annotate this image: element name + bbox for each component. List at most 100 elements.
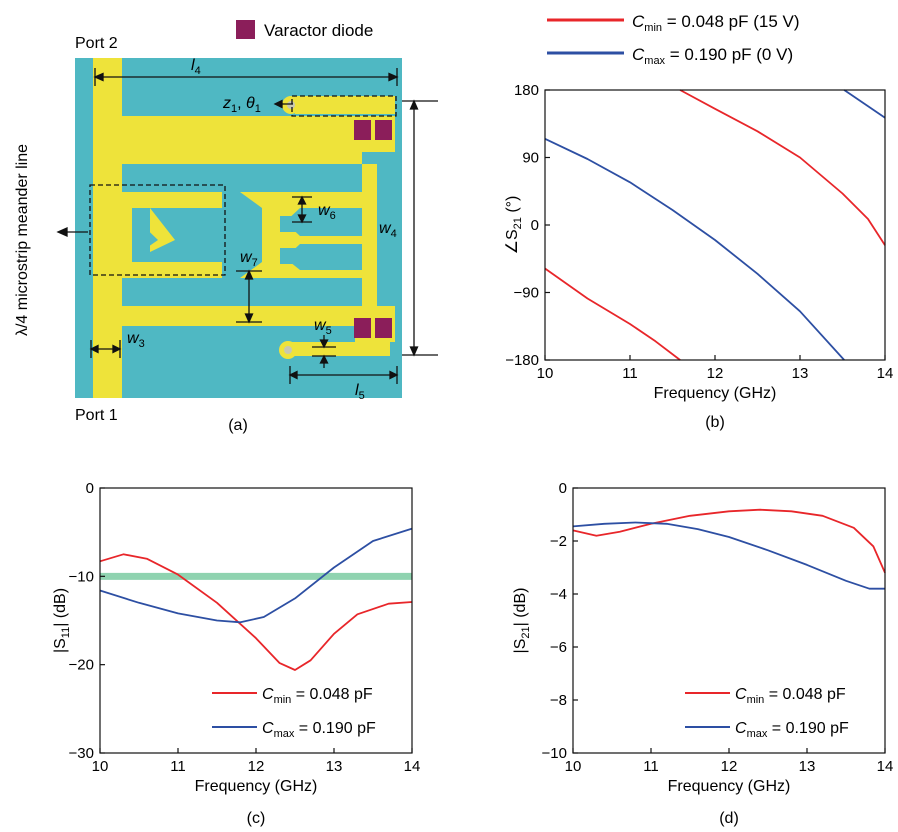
- x-tick-label: 14: [404, 758, 421, 775]
- z1-theta-comma: ,: [237, 95, 246, 112]
- x-axis-label: Frequency (GHz): [668, 778, 791, 795]
- varactor-legend-label: Varactor diode: [264, 21, 373, 40]
- meander-dashed-box: [89, 184, 226, 276]
- right-connector: [362, 164, 377, 306]
- plot-frame: [572, 487, 886, 754]
- top-legend: Cmin = 0.048 pF (15 V) Cmax = 0.190 pF (…: [547, 12, 800, 67]
- series-line-cmax-seg1: [544, 137, 845, 361]
- y-axis-label: |S21| (dB): [512, 588, 532, 654]
- series-line-cmax-seg2: [843, 89, 886, 119]
- panel-a-label: (a): [228, 417, 248, 434]
- svg-text:w7: w7: [240, 249, 258, 269]
- y-tick-label: −90: [514, 285, 539, 302]
- y-tick-label: −8: [550, 692, 567, 709]
- svg-text:w6: w6: [318, 202, 336, 222]
- x-tick-label: 12: [248, 758, 265, 775]
- w6-label: w: [318, 202, 331, 219]
- svg-text:z1, θ1: z1, θ1: [222, 95, 261, 115]
- w7-sub: 7: [252, 257, 258, 269]
- left-meander-gap: [132, 215, 158, 258]
- varactor-legend-swatch: [236, 20, 255, 39]
- x-tick-label: 10: [565, 758, 582, 775]
- plot-frame: [99, 487, 413, 754]
- legend-cmin-entry: Cmin = 0.048 pF (15 V): [632, 12, 800, 34]
- x-tick-label: 13: [792, 365, 809, 382]
- y-tick-label: 90: [522, 150, 539, 167]
- legend-cmax-text: = 0.190 pF (0 V): [665, 45, 793, 64]
- stub-dashed-box: [291, 95, 397, 117]
- plot-frame: [544, 89, 886, 361]
- x-tick-label: 10: [537, 365, 554, 382]
- z1-label: z: [222, 95, 231, 112]
- y-tick-label: 180: [514, 82, 539, 99]
- meander-label-text: λ/4 microstrip meander line: [14, 144, 31, 336]
- panel-label: (d): [719, 810, 739, 827]
- y-axis-label: ∠S21 (°): [504, 196, 524, 255]
- svg-text:w4: w4: [379, 220, 397, 240]
- y-tick-label: −4: [550, 586, 567, 603]
- s11-magnitude-chart: 10 11 12 13 14 −30 −20 −10 0 Frequency (GHz) |S11|…: [52, 480, 420, 827]
- y-tick-label: −10: [69, 568, 94, 585]
- x-tick-label: 11: [643, 758, 659, 775]
- w3-label: w: [127, 330, 140, 347]
- dimension-labels: l4 l5 w3 w4 w5 w6 w7 z1, θ1: [127, 57, 397, 402]
- svg-text:w5: w5: [314, 317, 332, 337]
- z1-sub: 1: [231, 103, 237, 115]
- w5-sub: 5: [326, 325, 332, 337]
- port2-label: Port 2: [75, 35, 118, 52]
- top-branch: [122, 116, 355, 136]
- series-line-cmin: [572, 508, 886, 574]
- bottom-branch: [122, 306, 362, 326]
- legend-cmin-sym: C: [632, 12, 645, 31]
- bottom-stub-line: [290, 342, 390, 356]
- w5-label: w: [314, 317, 327, 334]
- right-meander-gap-2: [280, 248, 350, 264]
- top-branch-wide: [122, 136, 362, 164]
- svg-text:w3: w3: [127, 330, 145, 350]
- w4-sub: 4: [391, 228, 397, 240]
- legend-cmax-sub: max: [644, 55, 665, 67]
- w4-label: w: [379, 220, 392, 237]
- svg-text:l5: l5: [355, 382, 365, 402]
- panel-label: (c): [247, 810, 266, 827]
- l5-label: l: [355, 382, 359, 399]
- x-tick-label: 11: [622, 365, 638, 382]
- right-meander-gap-1: [280, 216, 350, 232]
- meander-label: λ/4 microstrip meander line: [14, 144, 31, 336]
- legend-label: Cmax = 0.190 pF: [262, 720, 376, 740]
- legend-cmax-entry: Cmax = 0.190 pF (0 V): [632, 45, 793, 67]
- top-stub-line: [295, 96, 395, 114]
- theta1-label: θ: [246, 95, 255, 112]
- legend-cmin-sub: min: [644, 22, 662, 34]
- phase-s21-chart: 10 11 12 13 14 −180 −90 0 90 180 Frequency (GHz) ∠S…: [504, 82, 893, 431]
- x-tick-label: 11: [170, 758, 186, 775]
- panel-a-layout: Varactor diode Port 2 Port 1 (a) λ/4 mic…: [14, 20, 438, 434]
- dimension-lines: [56, 68, 438, 384]
- y-axis-label: |S11| (dB): [52, 588, 72, 653]
- legend-label: Cmax = 0.190 pF: [735, 720, 849, 740]
- y-tick-label: 0: [86, 480, 94, 497]
- series-line-cmin-seg1: [544, 267, 681, 361]
- w3-sub: 3: [139, 338, 145, 350]
- x-tick-label: 13: [799, 758, 816, 775]
- right-meander: [240, 192, 362, 278]
- l5-sub: 5: [359, 390, 365, 402]
- w7-label: w: [240, 249, 253, 266]
- x-tick-label: 13: [326, 758, 343, 775]
- y-tick-label: −6: [550, 639, 567, 656]
- x-tick-label: 10: [92, 758, 109, 775]
- x-tick-label: 14: [877, 365, 894, 382]
- varactor-diode-bottom-2: [375, 318, 392, 338]
- y-tick-label: −10: [542, 745, 567, 762]
- y-tick-label: −2: [550, 533, 567, 550]
- series-line-cmax: [99, 527, 413, 624]
- top-via: [287, 101, 295, 109]
- x-tick-label: 12: [721, 758, 738, 775]
- w6-sub: 6: [330, 210, 336, 222]
- l4-label: l: [191, 57, 195, 74]
- bottom-via: [284, 346, 292, 354]
- x-axis-label: Frequency (GHz): [195, 778, 318, 795]
- y-tick-label: 0: [531, 217, 539, 234]
- theta1-sub: 1: [255, 103, 261, 115]
